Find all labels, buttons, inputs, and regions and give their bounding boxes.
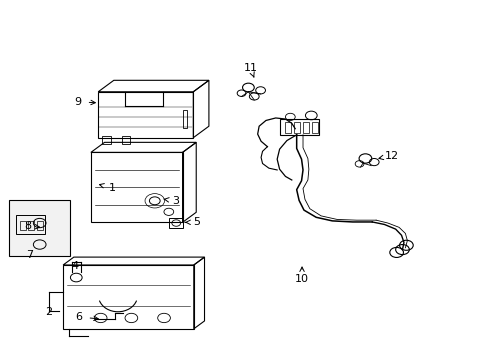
- Text: 8: 8: [24, 221, 31, 231]
- Bar: [122, 136, 130, 144]
- Bar: [63, 265, 193, 329]
- Bar: [182, 110, 187, 127]
- Bar: [279, 119, 318, 135]
- Bar: [9, 201, 70, 256]
- Bar: [102, 136, 111, 144]
- Text: 4: 4: [71, 261, 78, 271]
- Text: 6: 6: [75, 312, 82, 322]
- Bar: [294, 122, 300, 134]
- Text: 10: 10: [294, 274, 308, 284]
- Text: 1: 1: [108, 183, 115, 193]
- Text: 7: 7: [26, 249, 34, 260]
- Bar: [20, 221, 25, 230]
- Text: 9: 9: [74, 97, 81, 107]
- Text: 2: 2: [45, 307, 52, 317]
- Bar: [169, 218, 183, 228]
- Text: 5: 5: [193, 217, 200, 227]
- Bar: [98, 92, 193, 138]
- Bar: [91, 152, 182, 222]
- Text: 3: 3: [171, 196, 179, 206]
- Bar: [16, 215, 44, 234]
- Bar: [303, 122, 308, 134]
- Text: 12: 12: [384, 150, 398, 161]
- Bar: [285, 122, 291, 134]
- Bar: [311, 122, 317, 134]
- Bar: [37, 221, 43, 230]
- Text: 11: 11: [243, 63, 257, 73]
- Bar: [28, 221, 34, 230]
